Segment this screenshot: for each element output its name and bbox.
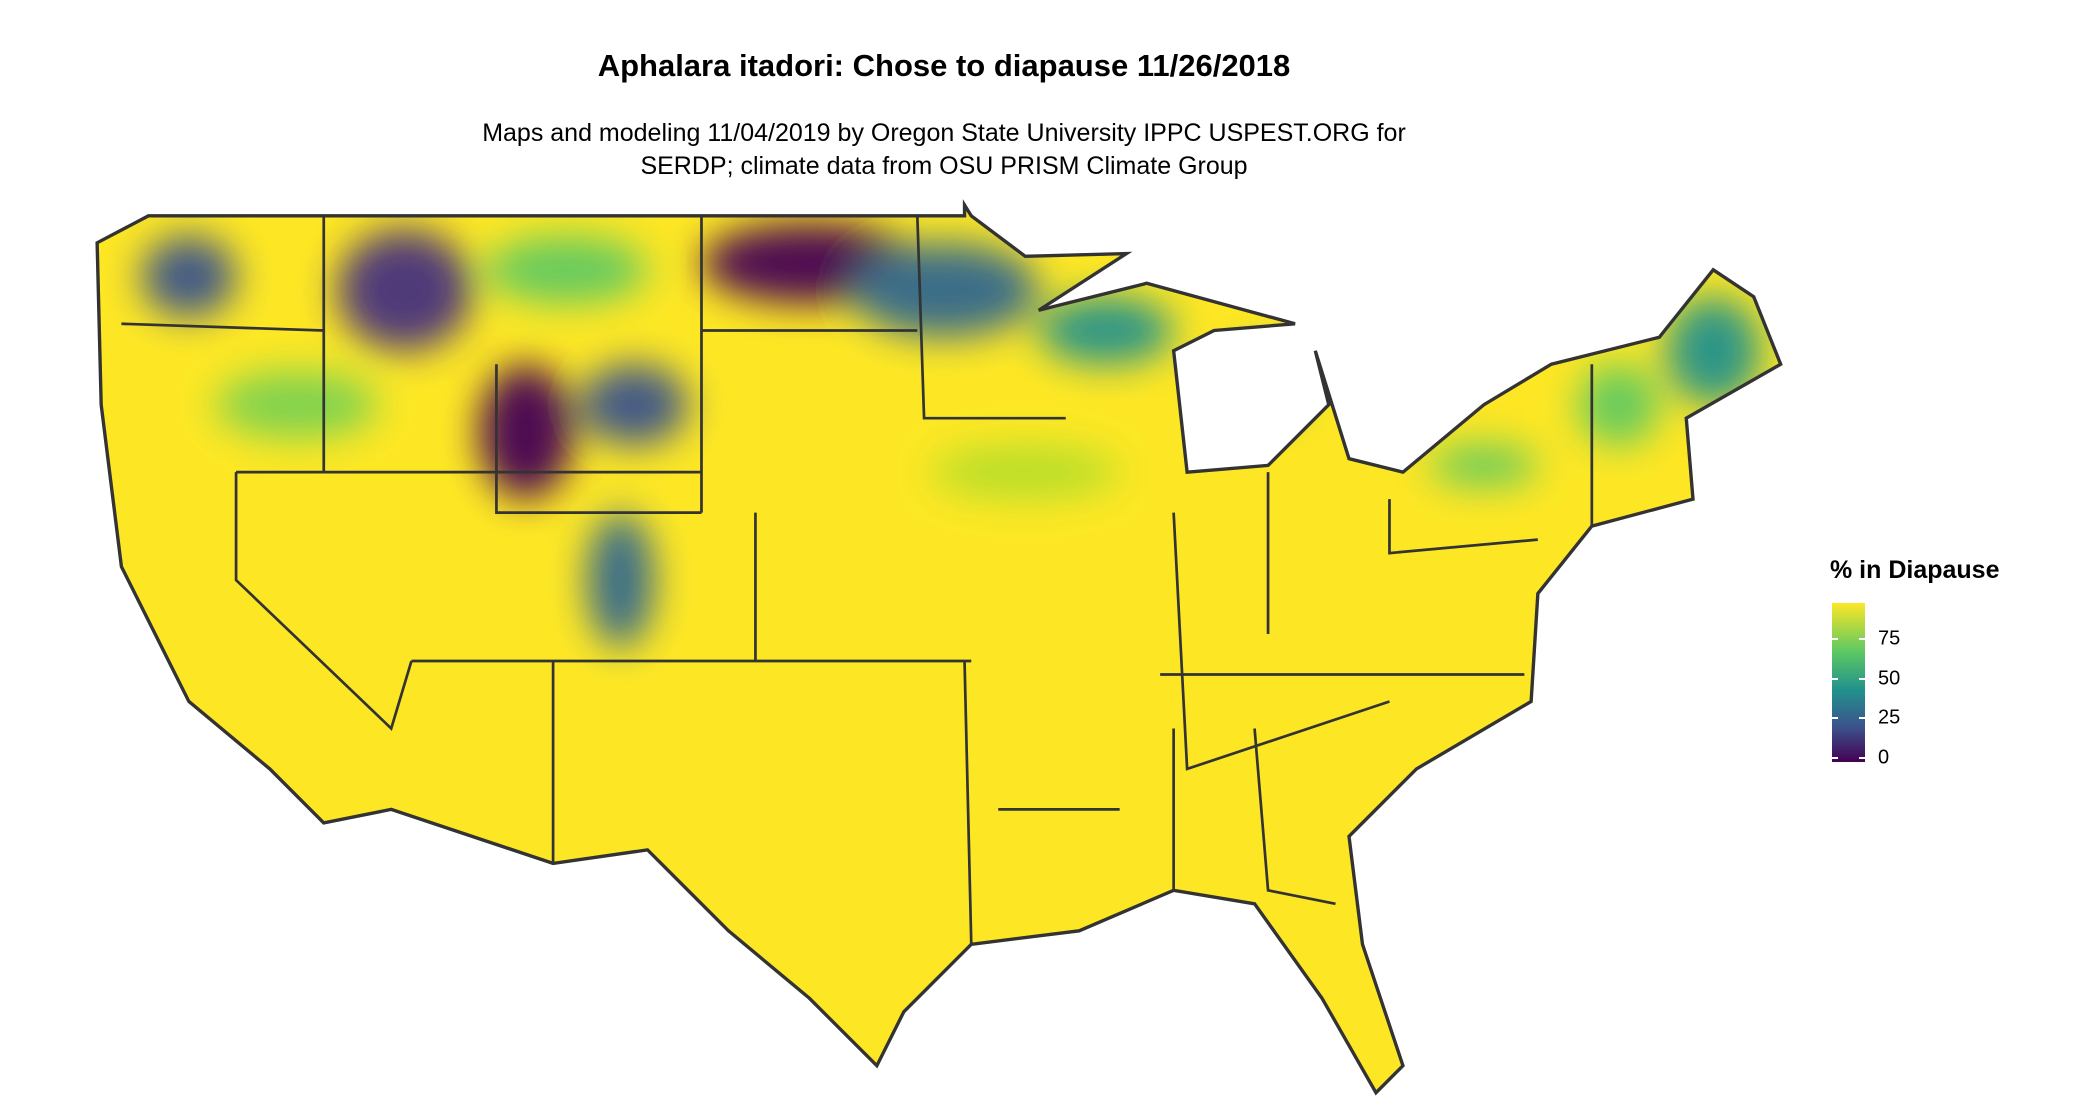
map-subtitle-line-2: SERDP; climate data from OSU PRISM Clima… [640, 152, 1248, 180]
map-subtitle-line-1: Maps and modeling 11/04/2019 by Oregon S… [482, 119, 1406, 147]
state-borders [121, 215, 1594, 945]
legend-title: % in Diapause [1830, 556, 2000, 584]
legend-tick-label: 0 [1878, 746, 1890, 769]
us-outline [95, 199, 1783, 1096]
legend-tick-label: 50 [1878, 667, 1901, 689]
map-title: Aphalara itadori: Chose to diapause 11/2… [597, 48, 1291, 83]
legend-tick-label: 25 [1878, 706, 1901, 729]
legend-colorbar [1832, 603, 1865, 762]
legend-tick-label: 75 [1878, 627, 1901, 650]
